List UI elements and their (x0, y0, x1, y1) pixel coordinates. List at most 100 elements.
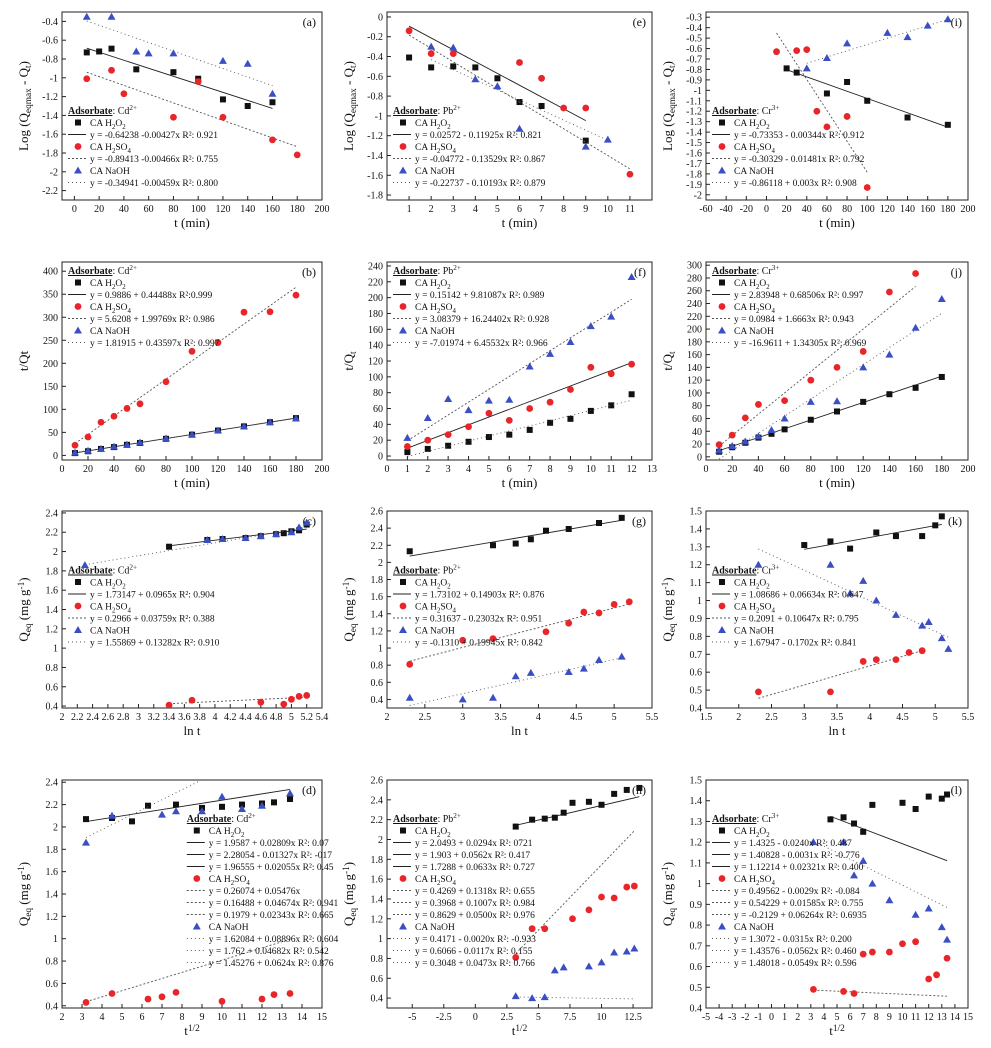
data-point (444, 395, 453, 403)
data-point (526, 668, 535, 676)
y-tick-label: 0.7 (690, 650, 703, 661)
legend-fit-equation: y = 0.54229 + 0.01585x R²: 0.755 (734, 899, 864, 909)
legend-title: Adsorbate: Cr3+ (712, 104, 779, 117)
legend-marker (399, 626, 407, 633)
data-point (428, 64, 435, 71)
x-axis-label: ln t (511, 723, 528, 738)
legend-marker (719, 119, 725, 126)
legend-series-name: CA H2SO4 (90, 143, 132, 155)
data-point (918, 647, 926, 655)
legend-fit-equation: y = 1.43576 - 0.0562x R²: 0.460 (734, 947, 857, 957)
data-point (938, 513, 945, 520)
fit-line (84, 527, 307, 566)
data-point (132, 47, 141, 55)
x-tick-label: 9 (583, 204, 588, 215)
x-tick-label: 4.5 (570, 712, 583, 723)
data-point (280, 530, 287, 537)
axis-ticks: 0 20 40 60 80 100 120 140 160 180 200 0 50 100 150 200 2… (43, 267, 330, 475)
data-point (269, 136, 276, 144)
x-tick-label: 20 (94, 204, 104, 215)
data-point (188, 347, 196, 355)
fit-line (813, 989, 948, 997)
data-point (546, 349, 555, 357)
legend-marker (399, 303, 407, 310)
data-point (863, 184, 871, 191)
data-point (802, 64, 811, 72)
y-axis-label: Log (Qeqmax - Qt) (660, 61, 678, 151)
data-point (292, 414, 300, 422)
y-tick-label: 0.4 (690, 1004, 703, 1015)
axis-ticks: 0 20 40 60 80 100 120 140 160 180 2000204060801001… (687, 261, 976, 475)
fit-line (86, 47, 273, 109)
data-point (912, 270, 919, 277)
x-axis-label: t1/2 (184, 1023, 200, 1038)
legend-marker (74, 143, 82, 150)
fit-line (830, 815, 948, 862)
x-tick-label: 12 (627, 464, 637, 475)
y-axis-label: t/Qt (660, 351, 678, 371)
y-tick-label: 0.6 (690, 962, 703, 973)
data-point (136, 438, 144, 446)
legend-fit-equation: y = 1.48018 - 0.0549x R²: 0.596 (734, 959, 857, 969)
panel-letter: (f) (634, 265, 646, 279)
x-tick-label: 4 (100, 1012, 105, 1023)
data-point (241, 534, 250, 542)
y-tick-label: 1.2 (46, 912, 59, 923)
y-tick-label: -1 (375, 111, 383, 122)
y-tick-label: 2 (378, 558, 383, 569)
data-point (218, 56, 227, 64)
y-tick-label: 1 (697, 879, 702, 890)
x-tick-label: 20 (727, 464, 737, 475)
data-point (145, 802, 151, 809)
legend-series-name: CA H2SO4 (734, 875, 776, 887)
y-tick-label: 100 (368, 372, 383, 383)
data-point (172, 988, 180, 996)
data-point (728, 431, 736, 439)
y-tick-label: 1.6 (46, 867, 59, 878)
data-point (793, 69, 800, 76)
legend-fit-equation: y = 0.02572 - 0.11925x R²: 0.821 (415, 131, 542, 141)
legend-title: Adsorbate: Cr3+ (712, 812, 779, 825)
data-point (607, 370, 615, 378)
x-tick-label: 80 (806, 464, 816, 475)
data-point (608, 402, 615, 409)
x-tick-label: 10 (597, 1012, 607, 1023)
data-point (84, 446, 92, 454)
y-tick-label: 0.9 (690, 900, 703, 911)
data-point (525, 362, 534, 370)
data-point (219, 803, 225, 810)
x-tick-label: 4 (212, 712, 217, 723)
x-tick-label: 5 (933, 712, 938, 723)
x-tick-label: 2 (60, 712, 65, 723)
data-point (610, 894, 618, 902)
fit-line (408, 34, 631, 170)
x-tick-label: 6 (507, 464, 512, 475)
legend-fit-equation: y = 1.62084 + 0.08896x R²: 0.604 (209, 935, 339, 945)
data-point (288, 695, 295, 703)
data-point (83, 49, 90, 56)
legend-fit-equation: y = 0.6066 - 0.0117x R²: 0.155 (415, 947, 533, 957)
data-point (886, 391, 893, 398)
data-point (286, 789, 294, 797)
legend-series-name: CA NaOH (734, 627, 774, 637)
x-tick-label: 4.5 (896, 712, 909, 723)
y-tick-label: -1.4 (367, 151, 383, 162)
y-tick-label: -0.3 (686, 13, 702, 24)
data-point (582, 104, 590, 112)
y-tick-label: 0.4 (690, 704, 703, 715)
data-point (781, 426, 788, 433)
y-tick-label: 2 (53, 547, 58, 558)
data-point (899, 940, 906, 948)
y-tick-label: 300 (687, 261, 702, 272)
legend-series-name: CA H2SO4 (415, 603, 457, 615)
y-tick-label: 0.6 (46, 979, 59, 990)
x-axis-label: ln t (184, 723, 201, 738)
x-tick-label: 2 (425, 464, 430, 475)
x-tick-label: 15 (963, 1012, 973, 1023)
data-point (287, 528, 296, 536)
x-axis-label: t (min) (502, 475, 538, 490)
y-tick-label: -0.9 (686, 75, 702, 86)
data-point (827, 538, 834, 545)
